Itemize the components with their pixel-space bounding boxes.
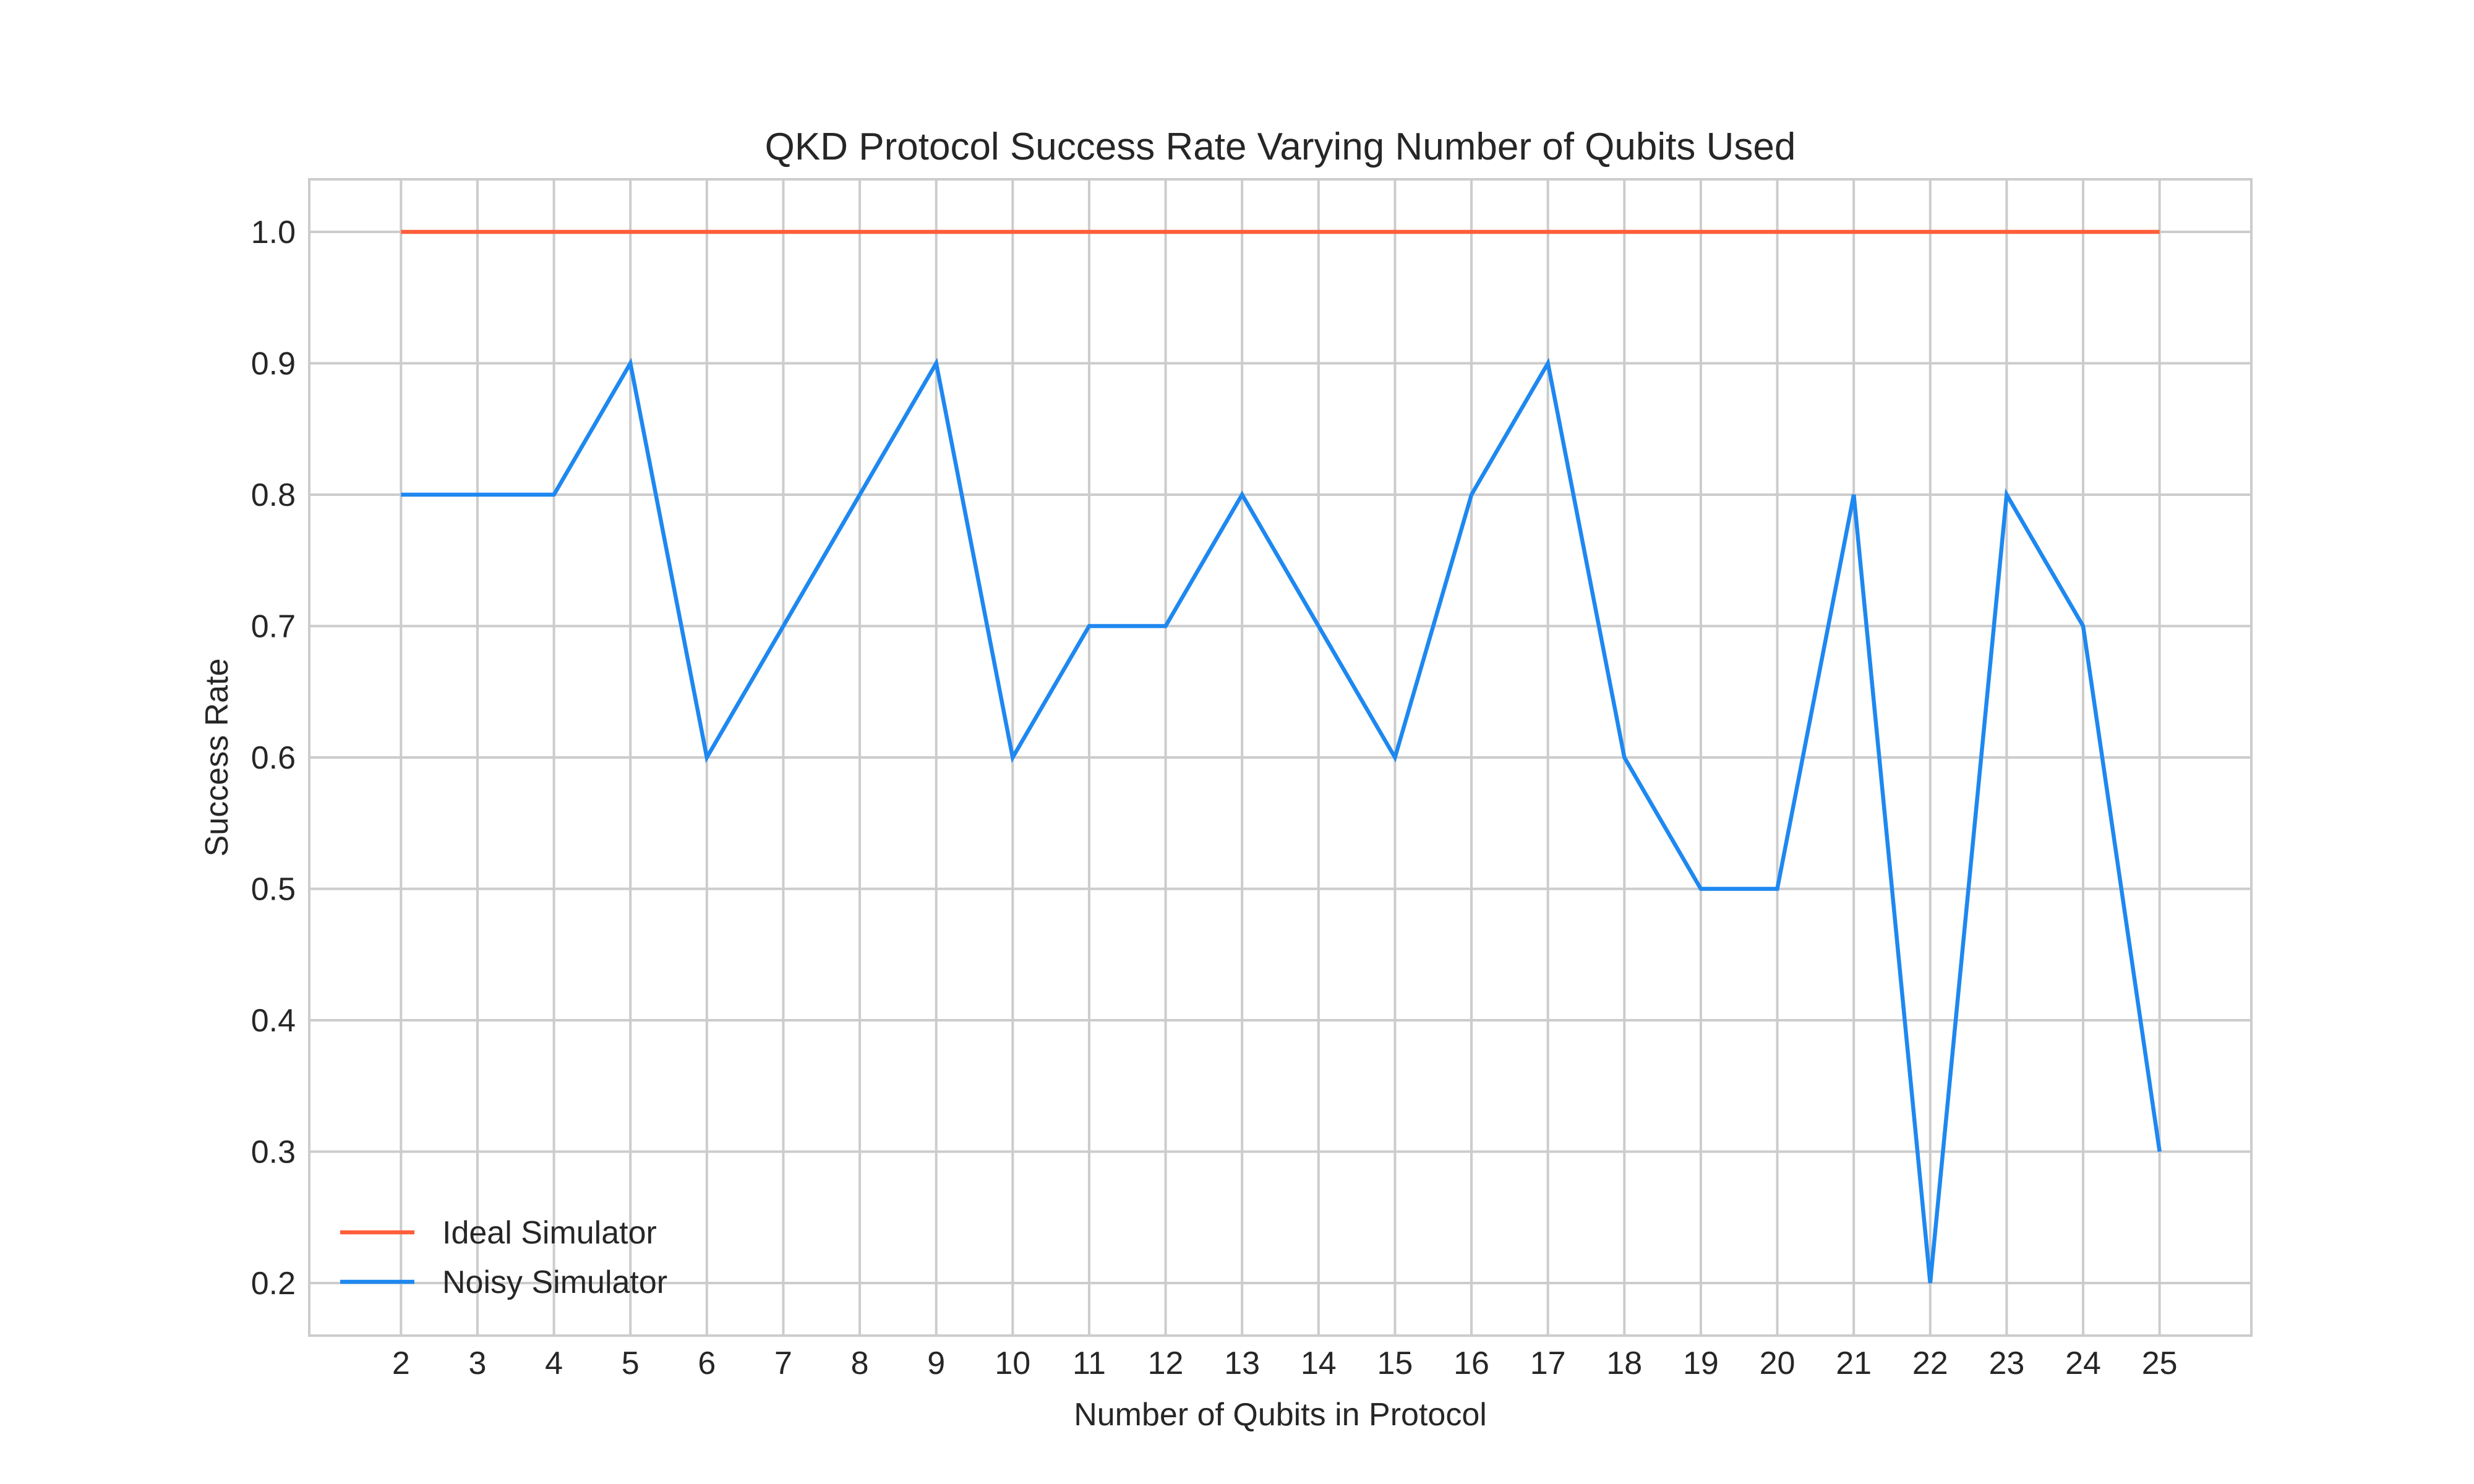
x-tick-label: 8: [851, 1345, 869, 1381]
legend-label-ideal-simulator: Ideal Simulator: [442, 1215, 657, 1251]
x-tick-label: 5: [622, 1345, 640, 1381]
x-tick-label: 21: [1836, 1345, 1872, 1381]
y-tick-label: 1.0: [251, 215, 296, 250]
x-tick-label: 9: [927, 1345, 945, 1381]
x-tick-label: 25: [2142, 1345, 2178, 1381]
x-tick-label: 10: [995, 1345, 1030, 1381]
x-tick-label: 16: [1453, 1345, 1489, 1381]
x-axis-label: Number of Qubits in Protocol: [1074, 1397, 1487, 1433]
y-tick-label: 0.9: [251, 346, 296, 382]
chart-title: QKD Protocol Success Rate Varying Number…: [765, 126, 1796, 168]
x-tick-label: 20: [1760, 1345, 1796, 1381]
x-tick-label: 14: [1301, 1345, 1337, 1381]
y-axis-ticks: 0.2 0.3 0.4 0.5 0.6 0.7 0.8 0.9 1.0: [251, 215, 296, 1302]
plot-area-frame: [308, 178, 2253, 1337]
x-tick-label: 18: [1606, 1345, 1642, 1381]
x-tick-label: 3: [469, 1345, 487, 1381]
x-tick-label: 12: [1148, 1345, 1184, 1381]
y-tick-label: 0.3: [251, 1135, 296, 1171]
x-tick-label: 11: [1072, 1345, 1106, 1381]
x-tick-label: 2: [392, 1345, 410, 1381]
y-tick-label: 0.5: [251, 872, 296, 908]
x-tick-label: 13: [1224, 1345, 1260, 1381]
x-tick-label: 17: [1530, 1345, 1566, 1381]
legend-label-noisy-simulator: Noisy Simulator: [442, 1264, 667, 1300]
series-layer: [401, 229, 2162, 1284]
legend: Ideal Simulator Noisy Simulator: [340, 1215, 667, 1300]
y-tick-label: 0.4: [251, 1003, 296, 1039]
y-axis-label: Success Rate: [199, 659, 235, 857]
x-axis-ticks: 2 3 4 5 6 7 8 9 10 11 12 13 14 15 16 17 18 19 20 21 22 23 24 25: [392, 1345, 2178, 1381]
y-tick-label: 0.8: [251, 477, 296, 513]
x-tick-label: 6: [698, 1345, 716, 1381]
series-line-noisy-simulator: [401, 357, 2162, 1284]
y-tick-label: 0.2: [251, 1266, 296, 1302]
x-tick-label: 4: [545, 1345, 563, 1381]
y-tick-label: 0.7: [251, 609, 296, 645]
x-tick-label: 7: [774, 1345, 792, 1381]
x-tick-label: 19: [1683, 1345, 1719, 1381]
x-tick-label: 23: [1988, 1345, 2024, 1381]
x-tick-label: 24: [2065, 1345, 2101, 1381]
x-tick-label: 22: [1912, 1345, 1948, 1381]
x-tick-label: 15: [1377, 1345, 1413, 1381]
y-tick-label: 0.6: [251, 740, 296, 776]
